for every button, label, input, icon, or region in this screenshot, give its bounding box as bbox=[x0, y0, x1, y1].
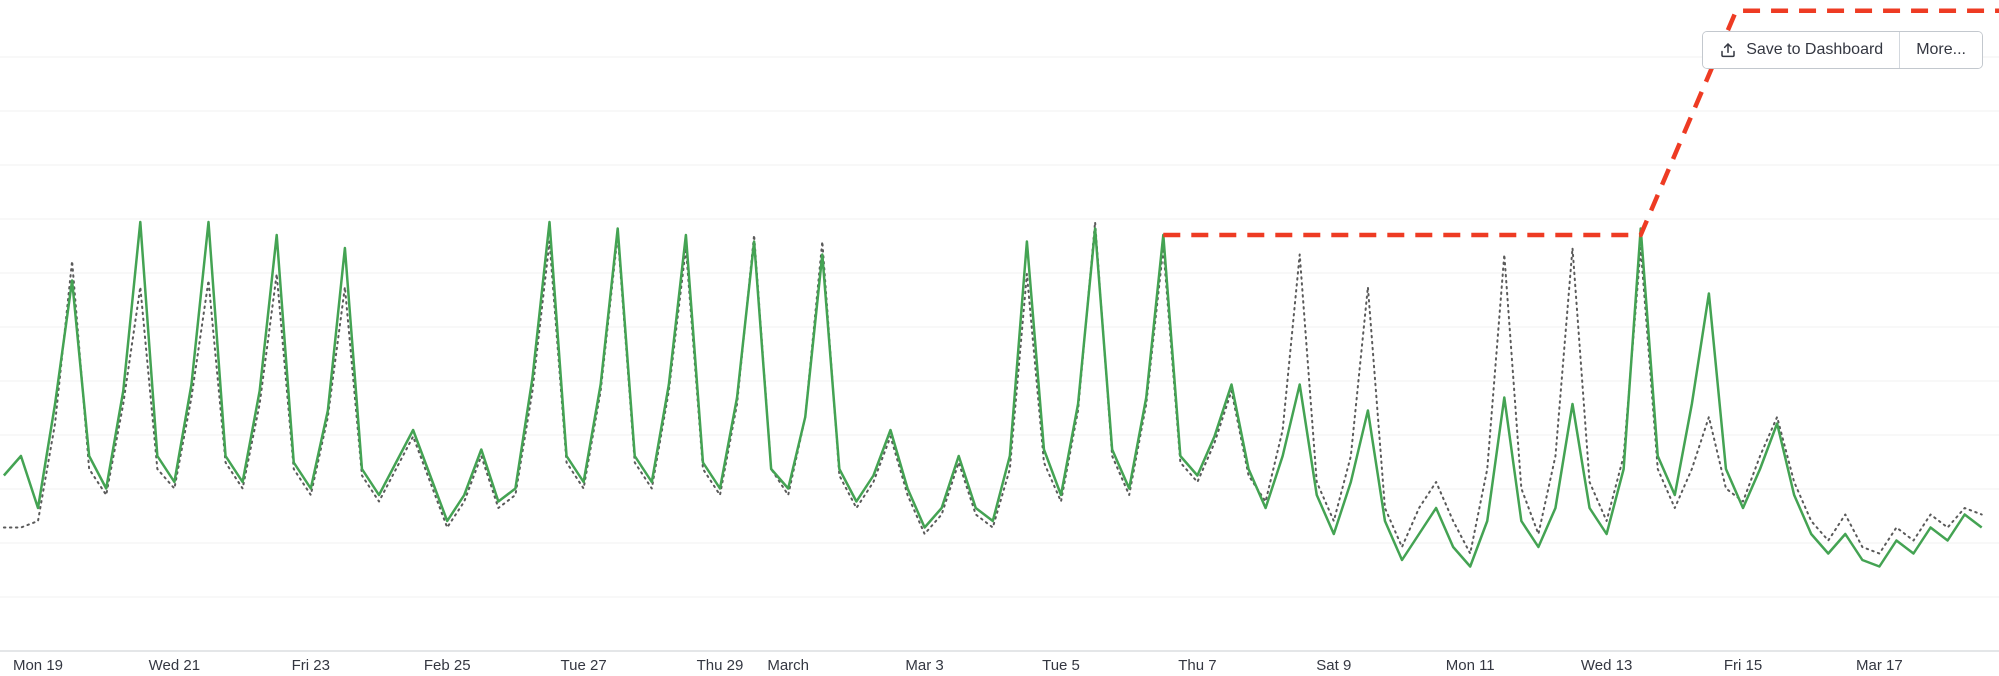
x-axis-label: Tue 27 bbox=[561, 657, 607, 674]
x-axis-label: Tue 5 bbox=[1042, 657, 1080, 674]
x-axis-label: Mar 17 bbox=[1856, 657, 1903, 674]
x-axis-label: Fri 15 bbox=[1724, 657, 1762, 674]
x-axis-label: Mon 19 bbox=[13, 657, 63, 674]
upload-icon bbox=[1719, 41, 1737, 59]
series-gray-dotted bbox=[2, 221, 1983, 555]
x-axis-label: Wed 13 bbox=[1581, 657, 1632, 674]
x-axis-label: March bbox=[767, 657, 809, 674]
x-axis-label: Mon 11 bbox=[1446, 657, 1495, 674]
save-to-dashboard-button[interactable]: Save to Dashboard bbox=[1703, 32, 1900, 68]
series-green-solid bbox=[2, 220, 1983, 568]
chart-actions: Save to Dashboard More... bbox=[1702, 31, 1983, 69]
x-axis-label: Fri 23 bbox=[292, 657, 330, 674]
x-axis-label: Sat 9 bbox=[1316, 657, 1351, 674]
x-axis-label: Mar 3 bbox=[905, 657, 943, 674]
x-axis-label: Thu 29 bbox=[697, 657, 744, 674]
more-button[interactable]: More... bbox=[1900, 32, 1982, 68]
button-divider bbox=[1899, 32, 1901, 68]
x-axis-label: Wed 21 bbox=[149, 657, 200, 674]
x-axis-labels: Mon 19 Wed 21 Fri 23 Feb 25 Tue 27 Thu 29 Marc… bbox=[13, 657, 1903, 674]
gridlines bbox=[0, 56, 1999, 598]
x-axis-label: Feb 25 bbox=[424, 657, 471, 674]
series-red-dashed bbox=[1163, 8, 1999, 238]
x-axis-label: Thu 7 bbox=[1178, 657, 1216, 674]
save-to-dashboard-label: Save to Dashboard bbox=[1746, 41, 1884, 58]
